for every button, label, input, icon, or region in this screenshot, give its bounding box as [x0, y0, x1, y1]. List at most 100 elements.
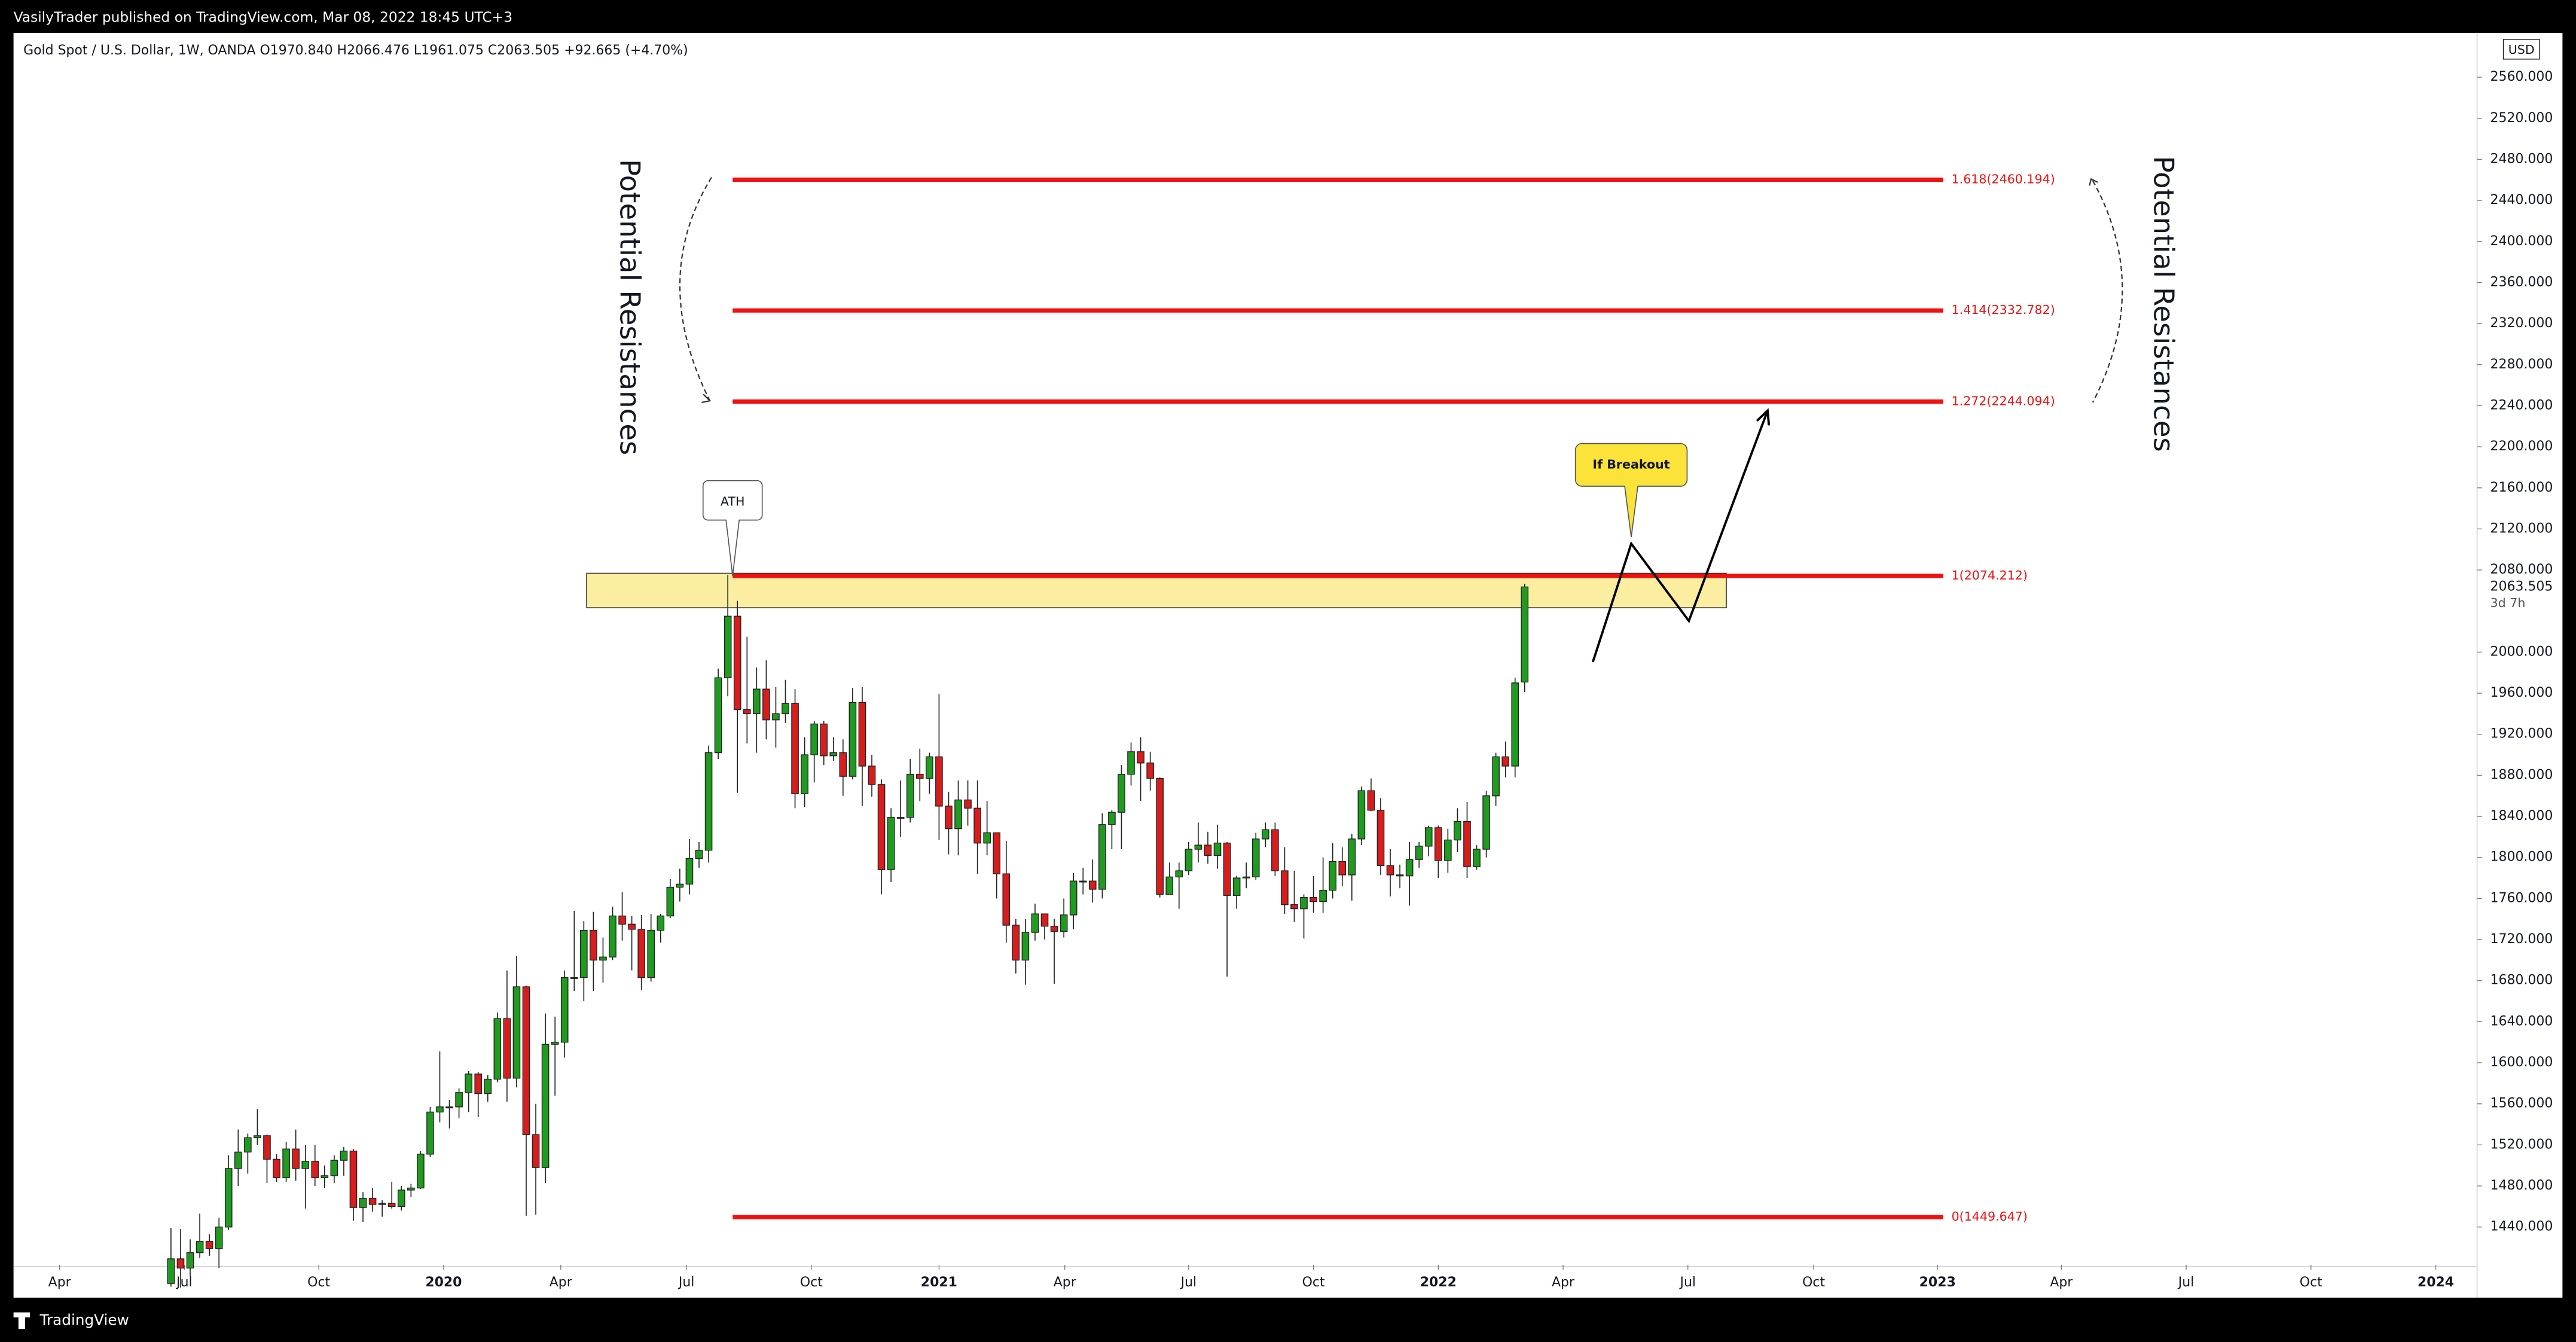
candle-body: [1290, 904, 1298, 910]
y-tick-label: 2240.000: [2490, 398, 2553, 413]
candle-body: [743, 709, 751, 715]
candle-body: [1060, 914, 1068, 932]
candle-body: [1252, 838, 1260, 878]
candle-body: [1405, 859, 1414, 877]
candle-body: [167, 1258, 175, 1284]
ath-callout: [702, 480, 763, 577]
candle-body: [1415, 846, 1423, 860]
candle-body: [254, 1135, 261, 1139]
candle-body: [1482, 795, 1490, 850]
candle-body: [1127, 751, 1135, 775]
candle-body: [1511, 682, 1519, 767]
y-tick-label: 2280.000: [2490, 357, 2553, 372]
candle-body: [1444, 839, 1452, 861]
candle-body: [1012, 925, 1020, 961]
x-tick-label: 2024: [2418, 1275, 2454, 1290]
candle-body: [1165, 876, 1174, 895]
candle-body: [1194, 844, 1202, 850]
y-tick-label: 2080.000: [2490, 562, 2553, 577]
candle-body: [532, 1134, 540, 1168]
candle-body: [1213, 843, 1222, 856]
resistance-label: Potential Resistances: [613, 159, 645, 455]
candle-body: [1232, 877, 1241, 896]
candle-body: [762, 688, 770, 721]
candle-body: [580, 929, 588, 978]
x-tick-label: 2022: [1420, 1275, 1457, 1290]
candle-body: [224, 1168, 233, 1228]
candle-body: [205, 1241, 213, 1249]
x-tick-label: Oct: [800, 1275, 823, 1290]
candle-body: [503, 1018, 511, 1079]
candle-body: [1463, 821, 1471, 867]
candle-body: [906, 774, 914, 818]
breakout-callout: [1574, 443, 1688, 538]
candle-body: [1146, 762, 1154, 779]
fib-label: 1.272(2244.094): [1952, 394, 2055, 408]
breakout-label: If Breakout: [1592, 457, 1669, 471]
candle-body: [474, 1073, 483, 1094]
candle-body: [1242, 876, 1250, 879]
candle-body: [637, 929, 645, 978]
candle-body: [704, 752, 713, 851]
candle-body: [186, 1252, 194, 1269]
candle-body: [1271, 829, 1279, 871]
y-tick-label: 1480.000: [2490, 1178, 2553, 1193]
candle-body: [196, 1241, 204, 1253]
candle-body: [858, 702, 866, 767]
symbol-legend: Gold Spot / U.S. Dollar, 1W, OANDA O1970…: [23, 43, 688, 58]
candle-body: [964, 799, 972, 809]
candle-body: [1521, 586, 1529, 683]
candle-body: [273, 1158, 280, 1179]
candle-body: [915, 774, 924, 779]
candle-body: [685, 858, 694, 885]
x-tick-label: 2020: [425, 1275, 462, 1290]
candle-body: [560, 977, 569, 1043]
candle-body: [935, 756, 943, 807]
fib-label: 1.618(2460.194): [1952, 172, 2055, 186]
candle-body: [647, 929, 655, 978]
candle-body: [791, 703, 799, 794]
y-tick-label: 1640.000: [2490, 1014, 2553, 1029]
candle-body: [657, 915, 665, 931]
candle-body: [896, 817, 905, 819]
candle-body: [609, 915, 616, 957]
dashed-arrow-head: [701, 394, 712, 404]
resistance-label: Potential Resistances: [2147, 155, 2180, 452]
candle-body: [1454, 821, 1461, 841]
candle-body: [1434, 827, 1442, 861]
candle-body: [810, 723, 818, 755]
candle-body: [321, 1175, 329, 1179]
footer-logo: TradingView: [39, 1311, 129, 1328]
dashed-arrow-head: [2089, 178, 2098, 186]
y-tick-label: 1840.000: [2490, 809, 2553, 824]
candle-body: [522, 986, 530, 1135]
candle-body: [1088, 880, 1097, 890]
projection-path: [1591, 410, 1769, 663]
candle-body: [301, 1161, 310, 1169]
candle-body: [954, 799, 962, 829]
x-tick-label: Jul: [175, 1275, 193, 1290]
candle-body: [628, 923, 636, 930]
x-tick-label: Jul: [1679, 1275, 1696, 1290]
candle-body: [1021, 932, 1030, 961]
dashed-arrow: [679, 177, 712, 401]
candle-body: [993, 832, 1001, 874]
candle-body: [1424, 827, 1433, 847]
candle-body: [244, 1137, 252, 1153]
x-tick-label: Oct: [1802, 1275, 1825, 1290]
candle-body: [407, 1187, 415, 1191]
y-tick-label: 1520.000: [2490, 1137, 2553, 1152]
y-tick-label: 1760.000: [2490, 890, 2553, 905]
candle-body: [1338, 861, 1347, 876]
candle-body: [1473, 849, 1481, 867]
candle-body: [551, 1042, 559, 1045]
candle-body: [1108, 812, 1116, 825]
candle-body: [176, 1258, 185, 1269]
candle-body: [455, 1092, 463, 1108]
candle-body: [1376, 810, 1385, 867]
candle-body: [849, 702, 857, 777]
candle-body: [426, 1111, 434, 1155]
candle-body: [1223, 843, 1231, 896]
y-tick-label: 2360.000: [2490, 274, 2553, 289]
candle-body: [1319, 889, 1327, 902]
